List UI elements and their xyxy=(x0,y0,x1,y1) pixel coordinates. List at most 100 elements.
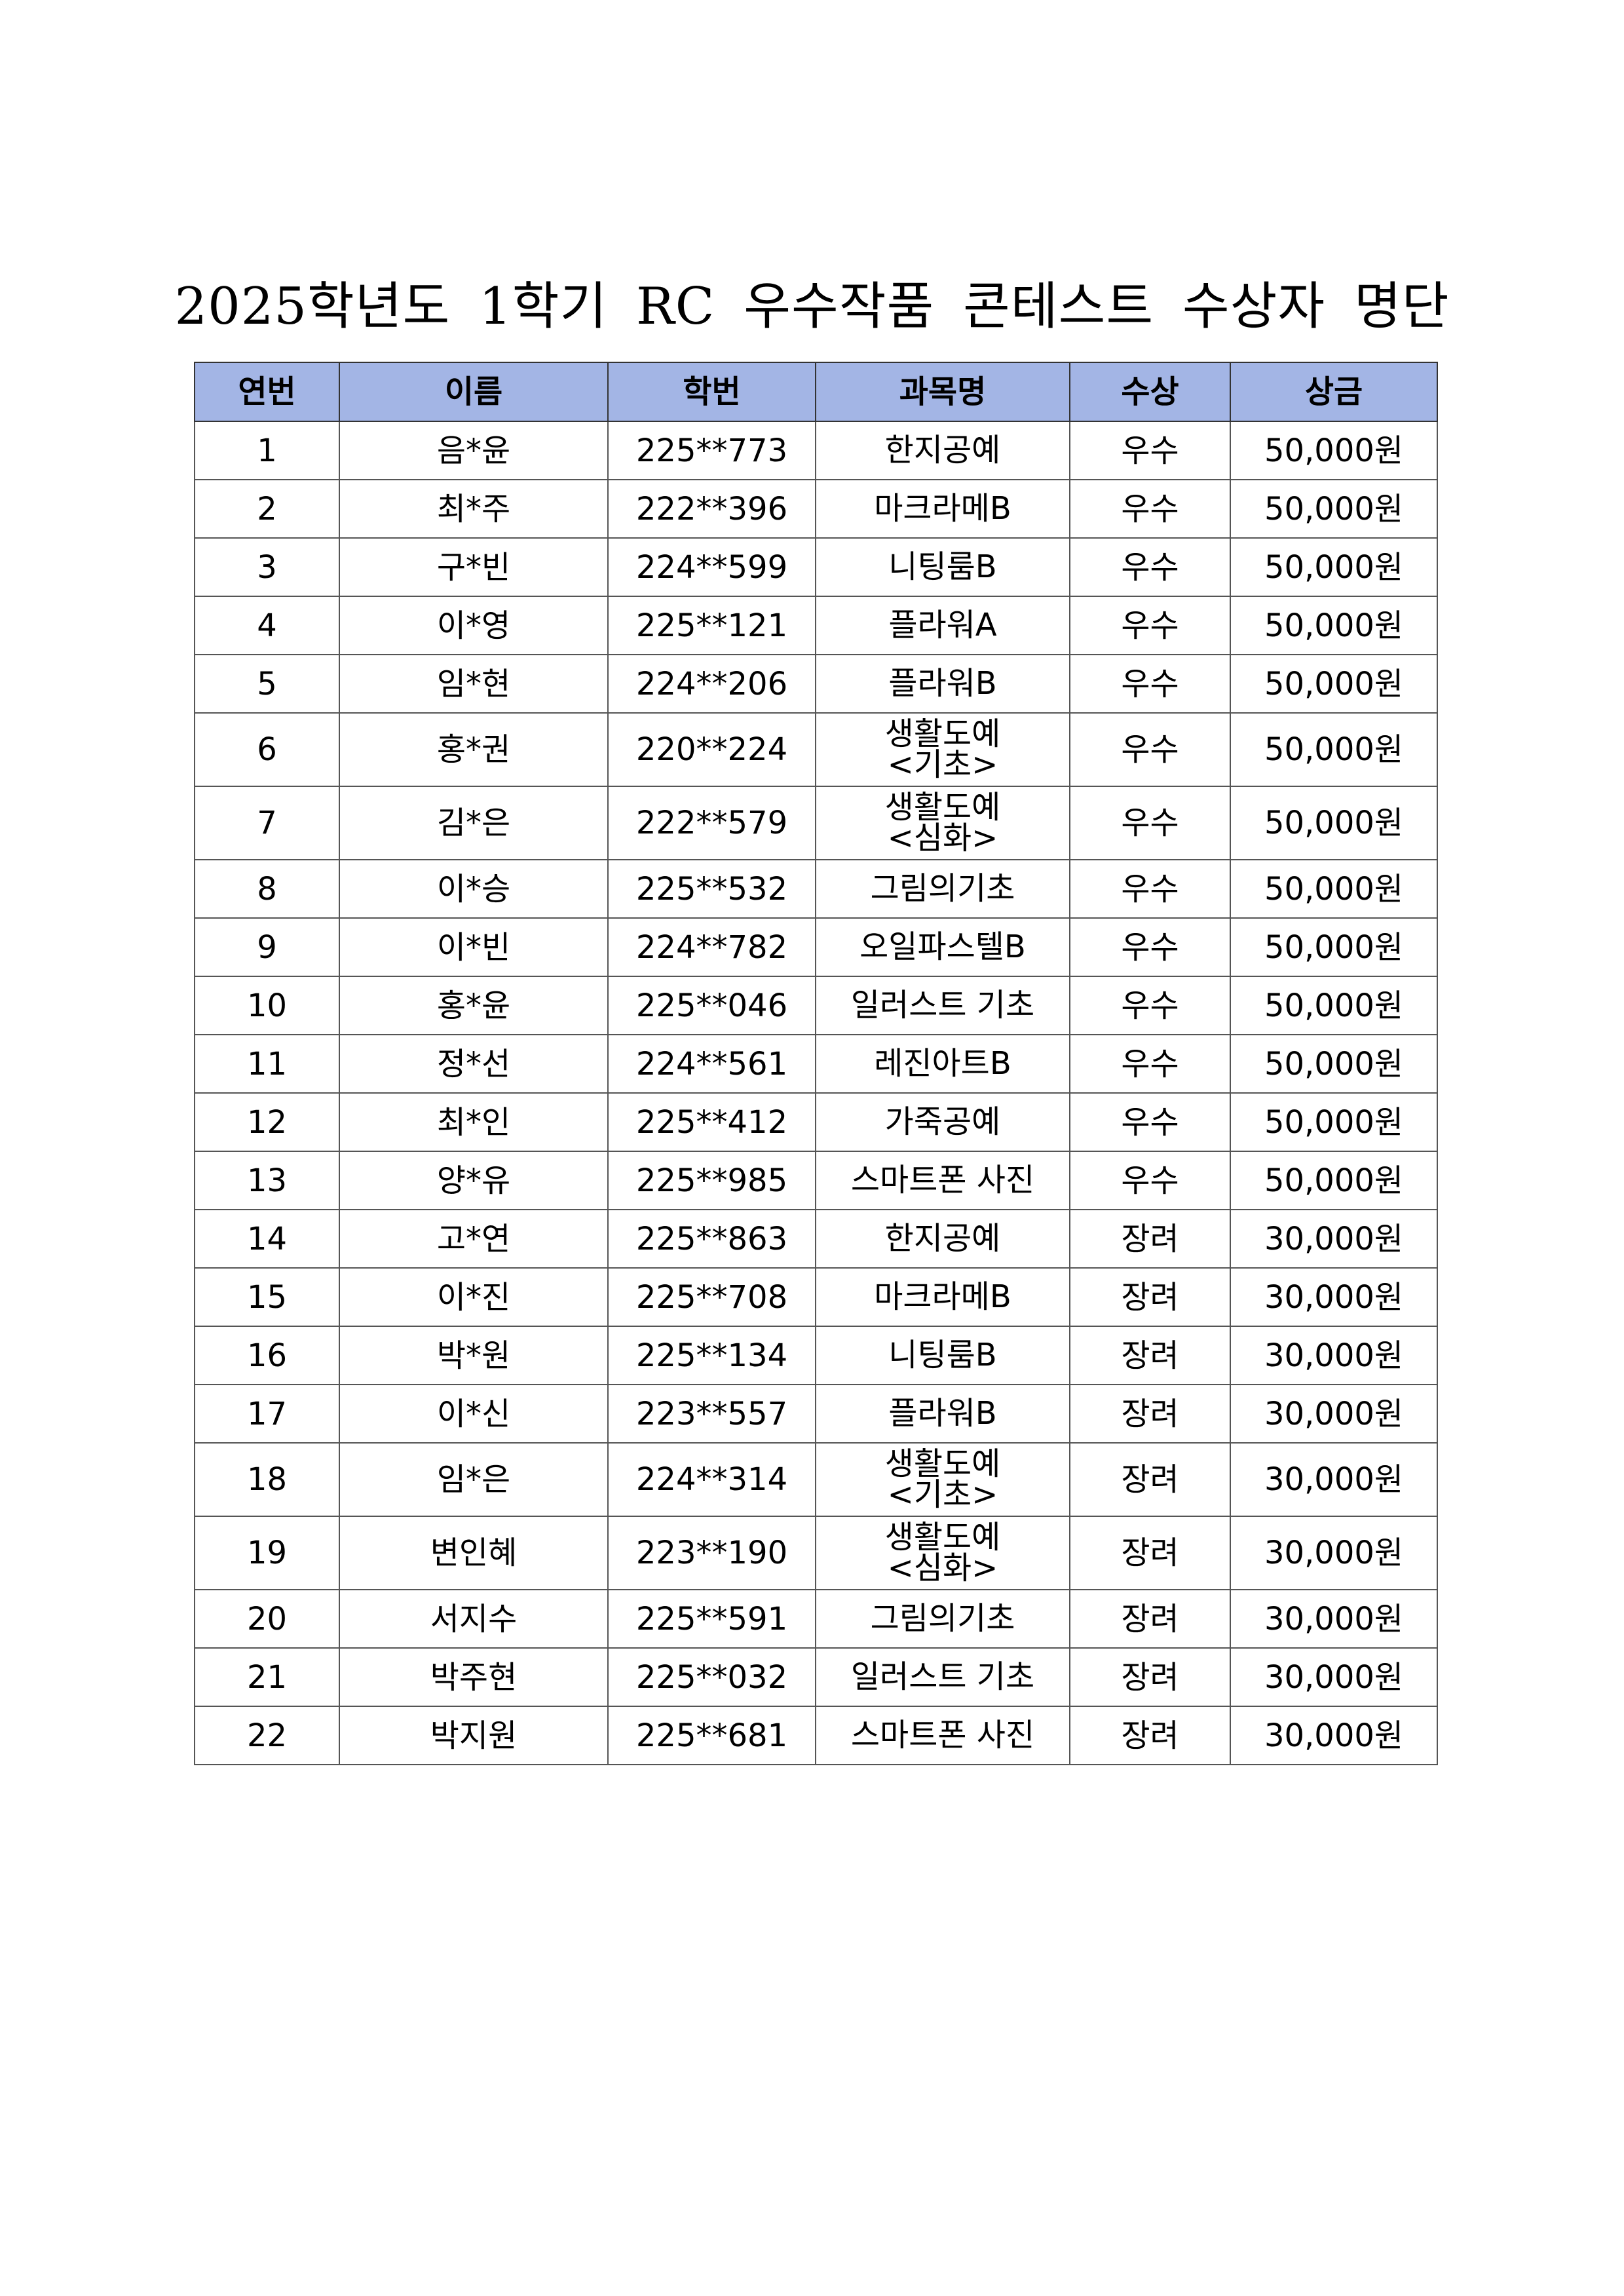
cell-name: 이*영 xyxy=(339,596,609,655)
cell-award: 장려 xyxy=(1069,1589,1231,1649)
column-header-student-id: 학번 xyxy=(607,362,816,422)
cell-prize: 30,000원 xyxy=(1230,1384,1438,1444)
table-row: 17 이*신 223**557 플라워B 장려 30,000원 xyxy=(194,1384,1438,1444)
course-name-line: 그림의기초 xyxy=(870,870,1015,907)
cell-no: 11 xyxy=(194,1034,340,1094)
column-header-no: 연번 xyxy=(194,362,340,422)
course-name-line: 생활도예 xyxy=(884,1518,1001,1556)
cell-name: 정*선 xyxy=(339,1034,609,1094)
cell-name: 임*은 xyxy=(339,1442,609,1517)
cell-student-id: 225**708 xyxy=(607,1267,816,1327)
table-row: 20 서지수 225**591 그림의기초 장려 30,000원 xyxy=(194,1589,1438,1649)
table-row: 15 이*진 225**708 마크라메B 장려 30,000원 xyxy=(194,1267,1438,1327)
cell-student-id: 222**579 xyxy=(607,786,816,860)
column-header-prize: 상금 xyxy=(1230,362,1438,422)
cell-student-id: 225**121 xyxy=(607,596,816,655)
cell-award: 우수 xyxy=(1069,859,1231,919)
cell-prize: 50,000원 xyxy=(1230,596,1438,655)
cell-no: 18 xyxy=(194,1442,340,1517)
course-name-line: 일러스트 기초 xyxy=(850,1658,1035,1695)
cell-name: 박주현 xyxy=(339,1647,609,1707)
cell-student-id: 224**561 xyxy=(607,1034,816,1094)
cell-prize: 30,000원 xyxy=(1230,1326,1438,1385)
cell-prize: 50,000원 xyxy=(1230,976,1438,1035)
cell-name: 김*은 xyxy=(339,786,609,860)
cell-name: 이*승 xyxy=(339,859,609,919)
course-name-line: 플라워A xyxy=(888,606,997,643)
table-row: 19 변인혜 223**190 생활도예 <심화> 장려 30,000원 xyxy=(194,1516,1438,1590)
cell-student-id: 223**557 xyxy=(607,1384,816,1444)
table-row: 2 최*주 222**396 마크라메B 우수 50,000원 xyxy=(194,479,1438,539)
table-row: 3 구*빈 224**599 니팅룸B 우수 50,000원 xyxy=(194,537,1438,597)
cell-student-id: 223**190 xyxy=(607,1516,816,1590)
cell-name: 최*인 xyxy=(339,1092,609,1152)
course-name-line: <기초> xyxy=(887,746,998,783)
cell-award: 우수 xyxy=(1069,786,1231,860)
cell-course: 마크라메B xyxy=(815,1267,1070,1327)
cell-course: 생활도예 <기초> xyxy=(815,1442,1070,1517)
cell-course: 레진아트B xyxy=(815,1034,1070,1094)
table-row: 6 홍*권 220**224 생활도예 <기초> 우수 50,000원 xyxy=(194,712,1438,787)
cell-no: 13 xyxy=(194,1151,340,1210)
cell-course: 스마트폰 사진 xyxy=(815,1706,1070,1765)
cell-prize: 30,000원 xyxy=(1230,1589,1438,1649)
cell-name: 서지수 xyxy=(339,1589,609,1649)
cell-award: 장려 xyxy=(1069,1516,1231,1590)
cell-name: 양*유 xyxy=(339,1151,609,1210)
cell-student-id: 225**863 xyxy=(607,1209,816,1269)
cell-name: 변인혜 xyxy=(339,1516,609,1590)
cell-prize: 30,000원 xyxy=(1230,1516,1438,1590)
cell-no: 17 xyxy=(194,1384,340,1444)
cell-no: 16 xyxy=(194,1326,340,1385)
column-header-award: 수상 xyxy=(1069,362,1231,422)
course-name-line: 오일파스텔B xyxy=(859,928,1026,965)
cell-award: 장려 xyxy=(1069,1209,1231,1269)
cell-award: 우수 xyxy=(1069,654,1231,714)
document-title: 2025학년도 1학기 RC 우수작품 콘테스트 수상자 명단 xyxy=(174,277,1450,336)
cell-course: 한지공예 xyxy=(815,421,1070,480)
cell-course: 플라워B xyxy=(815,654,1070,714)
cell-course: 플라워A xyxy=(815,596,1070,655)
cell-course: 일러스트 기초 xyxy=(815,976,1070,1035)
cell-name: 고*연 xyxy=(339,1209,609,1269)
cell-student-id: 224**206 xyxy=(607,654,816,714)
course-name-line: 플라워B xyxy=(888,1394,997,1432)
table-row: 13 양*유 225**985 스마트폰 사진 우수 50,000원 xyxy=(194,1151,1438,1210)
cell-student-id: 225**985 xyxy=(607,1151,816,1210)
course-name-line: 마크라메B xyxy=(874,1278,1011,1315)
awardee-table: 연번 이름 학번 과목명 수상 상금 1 음*윤 225**773 한지공예 우수 50,… xyxy=(194,362,1438,1765)
course-name-line: <심화> xyxy=(887,1550,998,1586)
course-name-line: <심화> xyxy=(887,820,998,856)
cell-prize: 50,000원 xyxy=(1230,712,1438,787)
cell-student-id: 224**314 xyxy=(607,1442,816,1517)
cell-prize: 50,000원 xyxy=(1230,654,1438,714)
cell-student-id: 225**046 xyxy=(607,976,816,1035)
cell-no: 3 xyxy=(194,537,340,597)
cell-course: 니팅룸B xyxy=(815,1326,1070,1385)
cell-award: 우수 xyxy=(1069,1034,1231,1094)
cell-award: 장려 xyxy=(1069,1384,1231,1444)
table-row: 9 이*빈 224**782 오일파스텔B 우수 50,000원 xyxy=(194,917,1438,977)
cell-name: 최*주 xyxy=(339,479,609,539)
cell-student-id: 225**532 xyxy=(607,859,816,919)
course-name-line: 그림의기초 xyxy=(870,1599,1015,1637)
cell-no: 6 xyxy=(194,712,340,787)
course-name-line: 마크라메B xyxy=(874,489,1011,527)
cell-no: 4 xyxy=(194,596,340,655)
table-row: 1 음*윤 225**773 한지공예 우수 50,000원 xyxy=(194,421,1438,480)
cell-prize: 50,000원 xyxy=(1230,786,1438,860)
course-name-line: 스마트폰 사진 xyxy=(850,1161,1035,1198)
cell-course: 한지공예 xyxy=(815,1209,1070,1269)
cell-no: 19 xyxy=(194,1516,340,1590)
course-name-line: 니팅룸B xyxy=(888,1336,997,1373)
table-row: 7 김*은 222**579 생활도예 <심화> 우수 50,000원 xyxy=(194,786,1438,860)
cell-no: 12 xyxy=(194,1092,340,1152)
cell-course: 마크라메B xyxy=(815,479,1070,539)
cell-student-id: 225**134 xyxy=(607,1326,816,1385)
table-row: 11 정*선 224**561 레진아트B 우수 50,000원 xyxy=(194,1034,1438,1094)
cell-award: 우수 xyxy=(1069,596,1231,655)
course-name-line: 생활도예 xyxy=(884,788,1001,826)
cell-no: 22 xyxy=(194,1706,340,1765)
cell-no: 5 xyxy=(194,654,340,714)
table-header-row: 연번 이름 학번 과목명 수상 상금 xyxy=(194,362,1438,422)
